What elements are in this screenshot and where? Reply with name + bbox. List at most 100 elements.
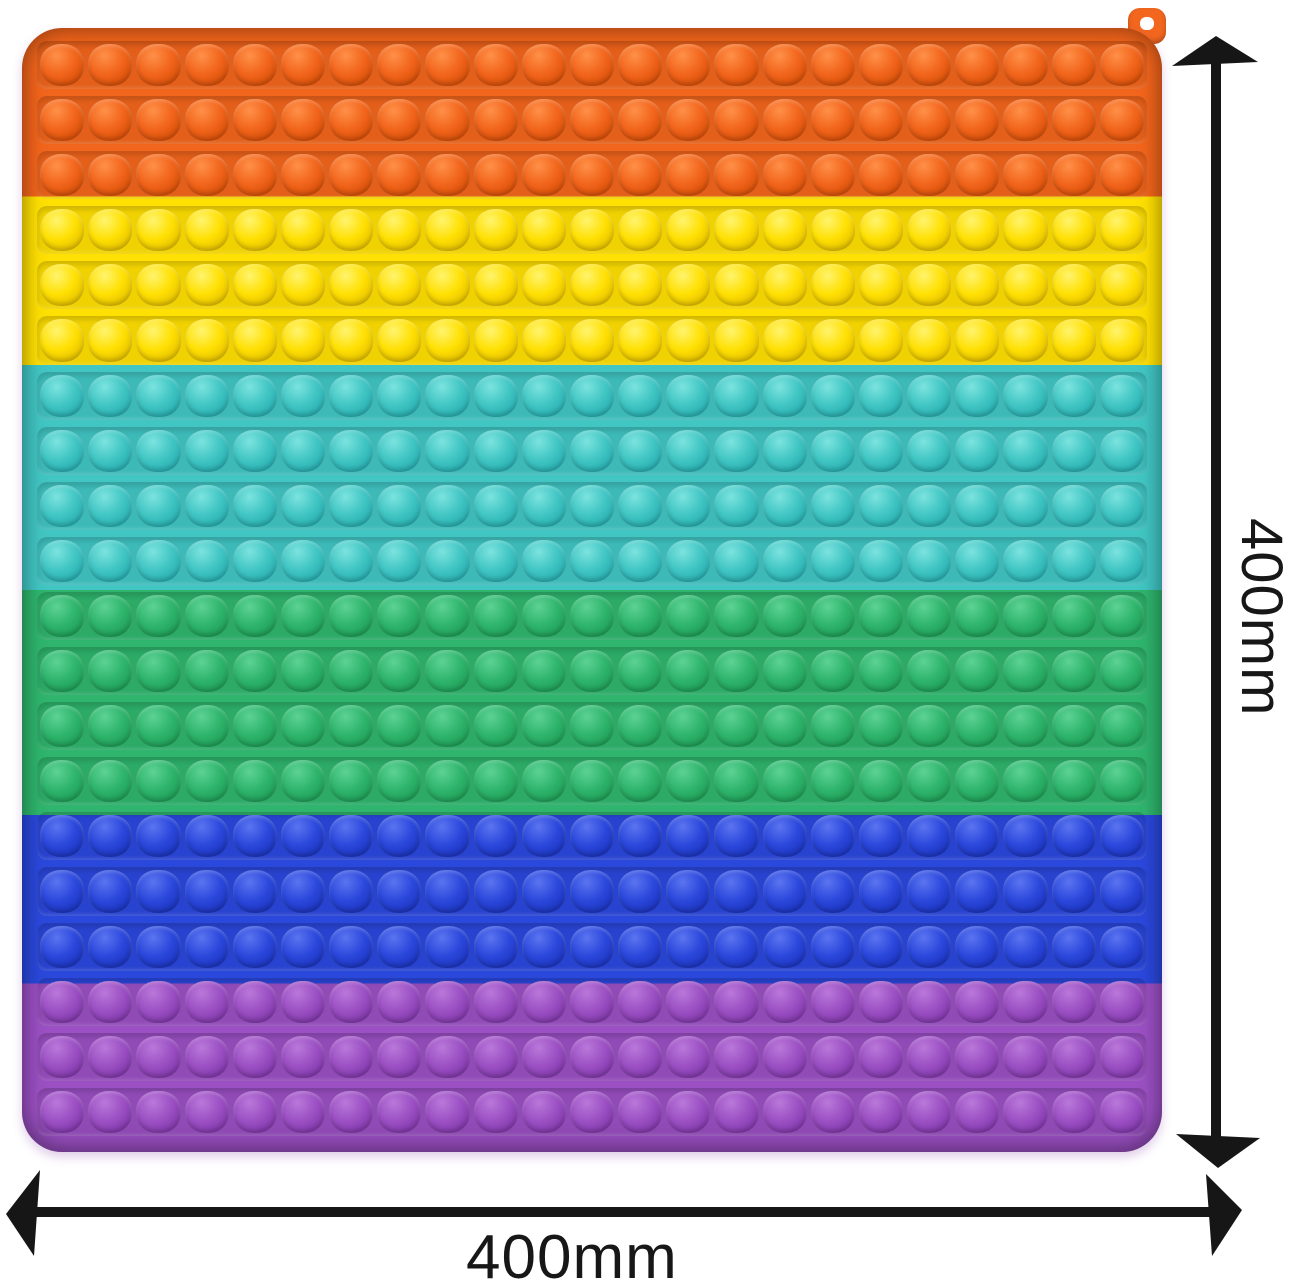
pop-bubble	[425, 760, 470, 803]
pop-bubble	[232, 594, 277, 638]
pop-bubble	[666, 209, 711, 252]
pop-bubble	[280, 594, 326, 638]
pop-bubble	[955, 154, 1000, 197]
pop-bubble	[280, 99, 326, 142]
pop-bubble	[955, 594, 1000, 638]
pop-bubble	[184, 980, 229, 1023]
pop-bubble	[955, 374, 1000, 417]
pop-bubble	[666, 319, 711, 362]
pop-bubble	[377, 870, 422, 913]
pop-bubble	[521, 594, 566, 638]
pop-bubble	[714, 484, 759, 527]
pop-bubble	[955, 319, 1000, 362]
pop-bubble	[473, 484, 518, 527]
pop-bubble	[858, 374, 904, 417]
pop-bubble	[377, 705, 422, 748]
pop-bubble	[1003, 429, 1048, 472]
pop-bubble	[377, 154, 422, 197]
hanging-loop-hole	[1140, 17, 1154, 30]
pop-bubble	[88, 980, 133, 1023]
pop-bubble	[184, 209, 229, 252]
pop-bubble	[1099, 870, 1144, 913]
pop-bubble	[473, 815, 518, 858]
pop-bubble	[666, 760, 711, 803]
bubble-row-purple	[37, 977, 1147, 1026]
pop-bubble	[88, 429, 133, 472]
bubble-row-cyan	[37, 536, 1147, 585]
pop-bubble	[136, 539, 181, 582]
pop-bubble	[280, 1090, 326, 1133]
pop-bubble	[810, 980, 855, 1023]
pop-bubble	[1051, 1035, 1096, 1078]
pop-bubble	[88, 1035, 133, 1078]
pop-bubble	[666, 539, 711, 582]
width-dimension-label: 400mm	[466, 1223, 678, 1286]
pop-bubble	[329, 705, 374, 748]
pop-bubble	[40, 650, 85, 693]
pop-bubble	[858, 44, 904, 87]
pop-bubble	[377, 980, 422, 1023]
pop-bubble	[762, 154, 807, 197]
pop-bubble	[1099, 925, 1144, 968]
pop-bubble	[1051, 429, 1096, 472]
pop-bubble	[714, 429, 759, 472]
pop-bubble	[184, 484, 229, 527]
pop-bubble	[136, 760, 181, 803]
pop-bubble	[232, 374, 277, 417]
pop-bubble	[907, 980, 952, 1023]
pop-bubble	[955, 650, 1000, 693]
pop-bubble	[1051, 760, 1096, 803]
pop-bubble	[1003, 484, 1048, 527]
pop-bubble	[425, 154, 470, 197]
pop-bubble	[329, 319, 374, 362]
pop-bubble	[955, 429, 1000, 472]
pop-bubble	[762, 1035, 807, 1078]
pop-bubble	[810, 1090, 855, 1133]
pop-bubble	[232, 429, 277, 472]
pop-bubble	[136, 154, 181, 197]
pop-bubble	[473, 1035, 518, 1078]
pop-bubble	[762, 264, 807, 307]
pop-bubble	[40, 925, 85, 968]
pop-bubble	[232, 319, 277, 362]
pop-bubble	[473, 870, 518, 913]
pop-bubble	[232, 815, 277, 858]
pop-bubble	[329, 870, 374, 913]
pop-bubble	[1099, 1090, 1144, 1133]
pop-bubble	[1003, 594, 1048, 638]
pop-bubble	[810, 429, 855, 472]
pop-bubble	[1051, 1090, 1096, 1133]
pop-bubble	[377, 1090, 422, 1133]
pop-bubble	[232, 264, 277, 307]
pop-bubble	[666, 1090, 711, 1133]
pop-bubble	[666, 925, 711, 968]
pop-bubble	[907, 594, 952, 638]
pop-bubble	[618, 980, 663, 1023]
pop-bubble	[762, 760, 807, 803]
pop-bubble	[40, 429, 85, 472]
pop-bubble	[425, 539, 470, 582]
pop-bubble	[714, 1035, 759, 1078]
pop-bubble	[473, 1090, 518, 1133]
pop-bubble	[618, 209, 663, 252]
pop-bubble	[473, 760, 518, 803]
pop-bubble	[714, 705, 759, 748]
pop-bubble	[329, 209, 374, 252]
pop-bubble	[329, 815, 374, 858]
pop-bubble	[377, 539, 422, 582]
arrowhead-right-icon	[1206, 1174, 1242, 1256]
pop-bubble	[1099, 374, 1144, 417]
pop-bubble	[1051, 209, 1096, 252]
pop-bubble	[136, 815, 181, 858]
pop-bubble	[473, 650, 518, 693]
pop-bubble	[280, 209, 326, 252]
bubble-row-cyan	[37, 481, 1147, 530]
pop-bubble	[618, 760, 663, 803]
pop-bubble	[88, 209, 133, 252]
pop-bubble	[184, 429, 229, 472]
pop-bubble	[858, 539, 904, 582]
height-dimension-label: 400mm	[1229, 518, 1294, 717]
pop-bubble	[666, 99, 711, 142]
pop-bubble	[762, 319, 807, 362]
pop-bubble	[955, 209, 1000, 252]
